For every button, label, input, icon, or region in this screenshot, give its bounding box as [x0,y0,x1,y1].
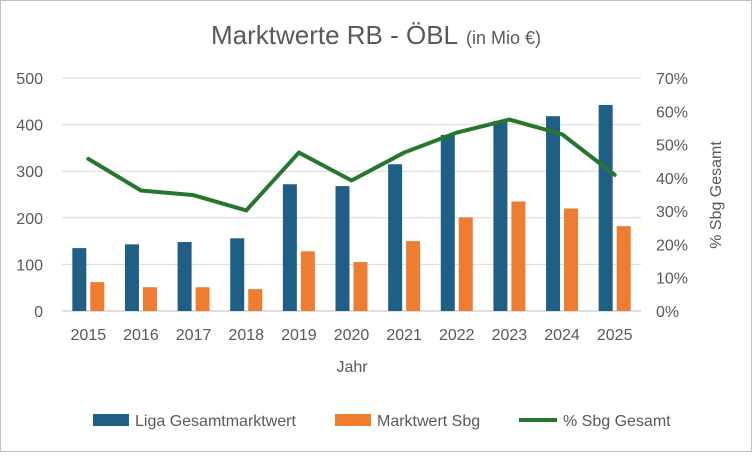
y2-tick-label: 60% [656,104,688,121]
legend: Liga Gesamtmarktwert Marktwert Sbg % Sbg G… [93,413,671,430]
y2-tick-label: 40% [656,171,688,188]
bar-liga [125,244,139,311]
y2-tick-label: 10% [656,271,688,288]
x-tick-label: 2017 [176,327,212,344]
bar-liga [283,184,297,311]
y2-tick-label: 0% [656,304,679,321]
bar-liga [388,164,402,311]
x-tick-label: 2019 [281,327,317,344]
bar-sbg [406,241,420,311]
legend-swatch [93,414,129,426]
bar-sbg [196,287,210,311]
bar-sbg [511,201,525,311]
y-axis-right: 0% 10% 20% 30% 40% 50% 60% 70% [656,71,688,321]
bar-liga [230,238,244,311]
y2-tick-label: 20% [656,237,688,254]
chart-title-main: Marktwerte RB - ÖBL [211,20,458,50]
bar-sbg [90,282,104,311]
bar-marks [72,105,630,311]
x-tick-label: 2021 [386,327,422,344]
x-tick-label: 2024 [544,327,580,344]
bar-liga [178,242,192,311]
bar-sbg [354,262,368,311]
x-tick-label: 2020 [334,327,370,344]
x-tick-label: 2025 [597,327,633,344]
y2-tick-label: 70% [656,71,688,88]
legend-label: Marktwert Sbg [377,413,480,430]
chart-subtitle: (in Mio €) [466,28,541,48]
bar-liga [493,121,507,311]
x-tick-label: 2016 [123,327,159,344]
y-tick-label: 400 [16,118,43,135]
bar-liga [599,105,613,311]
bar-sbg [459,217,473,311]
bar-sbg [248,289,262,311]
y-tick-label: 0 [34,304,43,321]
x-tick-label: 2015 [71,327,107,344]
y2-tick-label: 50% [656,138,688,155]
bar-liga [441,135,455,311]
y-tick-label: 300 [16,164,43,181]
y-tick-label: 100 [16,257,43,274]
bar-sbg [564,208,578,311]
y-axis-left: 0 100 200 300 400 500 [16,71,43,321]
y2-axis-label: % Sbg Gesamt [708,141,725,249]
line-sbg-percent [88,120,614,211]
y-tick-label: 500 [16,71,43,88]
bar-liga [72,248,86,311]
bar-sbg [143,287,157,311]
bar-liga [546,116,560,311]
chart-title: Marktwerte RB - ÖBL (in Mio €) [211,20,541,50]
y-tick-label: 200 [16,211,43,228]
line-series [88,120,615,211]
x-axis: 2015 2016 2017 2018 2019 2020 2021 2022 2023 2024… [71,327,633,344]
x-tick-label: 2023 [492,327,528,344]
bar-sbg [617,226,631,311]
y2-tick-label: 30% [656,204,688,221]
bar-liga [336,186,350,311]
bar-sbg [301,251,315,311]
legend-label: Liga Gesamtmarktwert [135,413,296,430]
x-axis-label: Jahr [336,359,368,376]
legend-label: % Sbg Gesamt [563,413,671,430]
x-tick-label: 2022 [439,327,475,344]
x-tick-label: 2018 [228,327,264,344]
legend-swatch [335,414,371,426]
